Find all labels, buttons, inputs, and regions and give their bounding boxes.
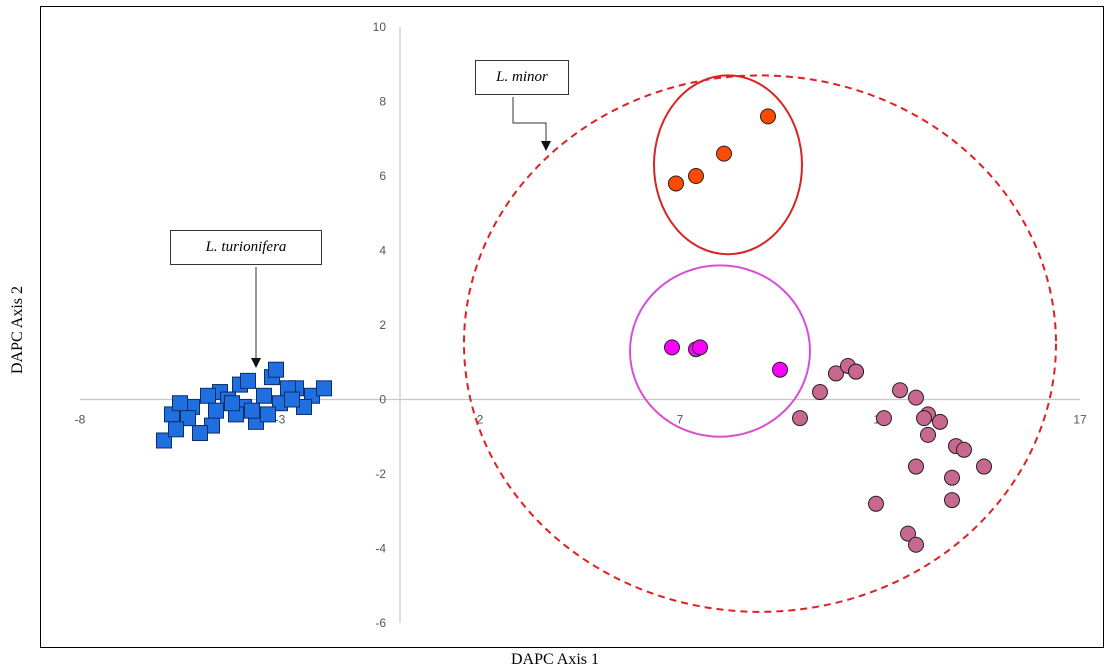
data-point-circle: [920, 426, 936, 443]
data-point-circle: [944, 492, 960, 509]
data-point-circle: [848, 363, 864, 380]
data-point-square: [256, 387, 272, 404]
annotation-arrowhead-l-minor: [541, 141, 551, 151]
data-point-circle: [908, 458, 924, 475]
data-point-circle: [688, 168, 704, 184]
data-point-circle: [812, 384, 828, 401]
data-point-square: [156, 432, 172, 449]
data-point-square: [180, 410, 196, 427]
y-tick-label: -6: [375, 616, 386, 630]
data-point-circle: [908, 389, 924, 406]
data-point-circle: [908, 536, 924, 553]
y-tick-label: 8: [379, 95, 386, 109]
y-tick-label: 0: [379, 393, 386, 407]
data-point-circle: [900, 525, 916, 542]
y-tick-label: -4: [375, 542, 386, 556]
data-point-circle: [916, 410, 932, 427]
y-tick-label: -2: [375, 467, 386, 481]
data-point-circle: [944, 469, 960, 486]
data-point-square: [200, 387, 216, 404]
data-point-square: [268, 361, 284, 378]
data-point-circle: [772, 361, 788, 378]
data-point-square: [260, 406, 276, 423]
data-point-circle: [976, 458, 992, 475]
data-point-circle: [760, 108, 776, 125]
data-point-square: [284, 391, 300, 408]
y-tick-label: 4: [379, 244, 386, 258]
data-point-circle: [664, 339, 680, 356]
data-point-circle: [868, 495, 884, 512]
data-point-square: [172, 395, 188, 412]
y-tick-label: 6: [379, 169, 386, 183]
x-axis-title: DAPC Axis 1: [510, 651, 600, 668]
y-tick-label: 2: [379, 318, 386, 332]
annotation-l-turionifera: L. turionifera: [170, 230, 322, 265]
group-ellipse: [629, 264, 811, 438]
data-point-circle: [792, 410, 808, 427]
group-ellipse: [653, 74, 803, 256]
data-point-square: [240, 372, 256, 389]
x-tick-label: 17: [1073, 413, 1087, 427]
data-point-circle: [828, 365, 844, 382]
data-point-square: [168, 421, 184, 438]
data-point-square: [192, 425, 208, 442]
data-point-circle: [892, 382, 908, 399]
annotation-leader-l-minor: [512, 97, 547, 143]
x-tick-label: -3: [275, 413, 286, 427]
data-point-circle: [876, 410, 892, 427]
data-point-square: [244, 402, 260, 419]
x-tick-label: 2: [477, 413, 484, 427]
data-point-circle: [692, 339, 708, 356]
y-tick-label: 10: [373, 20, 387, 34]
data-point-circle: [956, 441, 972, 458]
data-point-square: [316, 380, 332, 397]
annotation-l-minor: L. minor: [475, 60, 569, 95]
x-tick-label: 7: [677, 413, 684, 427]
chart-frame: [40, 6, 1104, 648]
annotation-arrowhead-l-turionifera: [251, 358, 261, 368]
data-point-circle: [932, 413, 948, 430]
data-point-square: [208, 402, 224, 419]
data-point-square: [224, 395, 240, 412]
data-point-circle: [716, 145, 732, 162]
data-point-circle: [668, 175, 684, 192]
y-axis-title: DAPC Axis 2: [9, 285, 26, 375]
x-tick-label: -8: [75, 413, 86, 427]
group-ellipse: [463, 74, 1057, 613]
